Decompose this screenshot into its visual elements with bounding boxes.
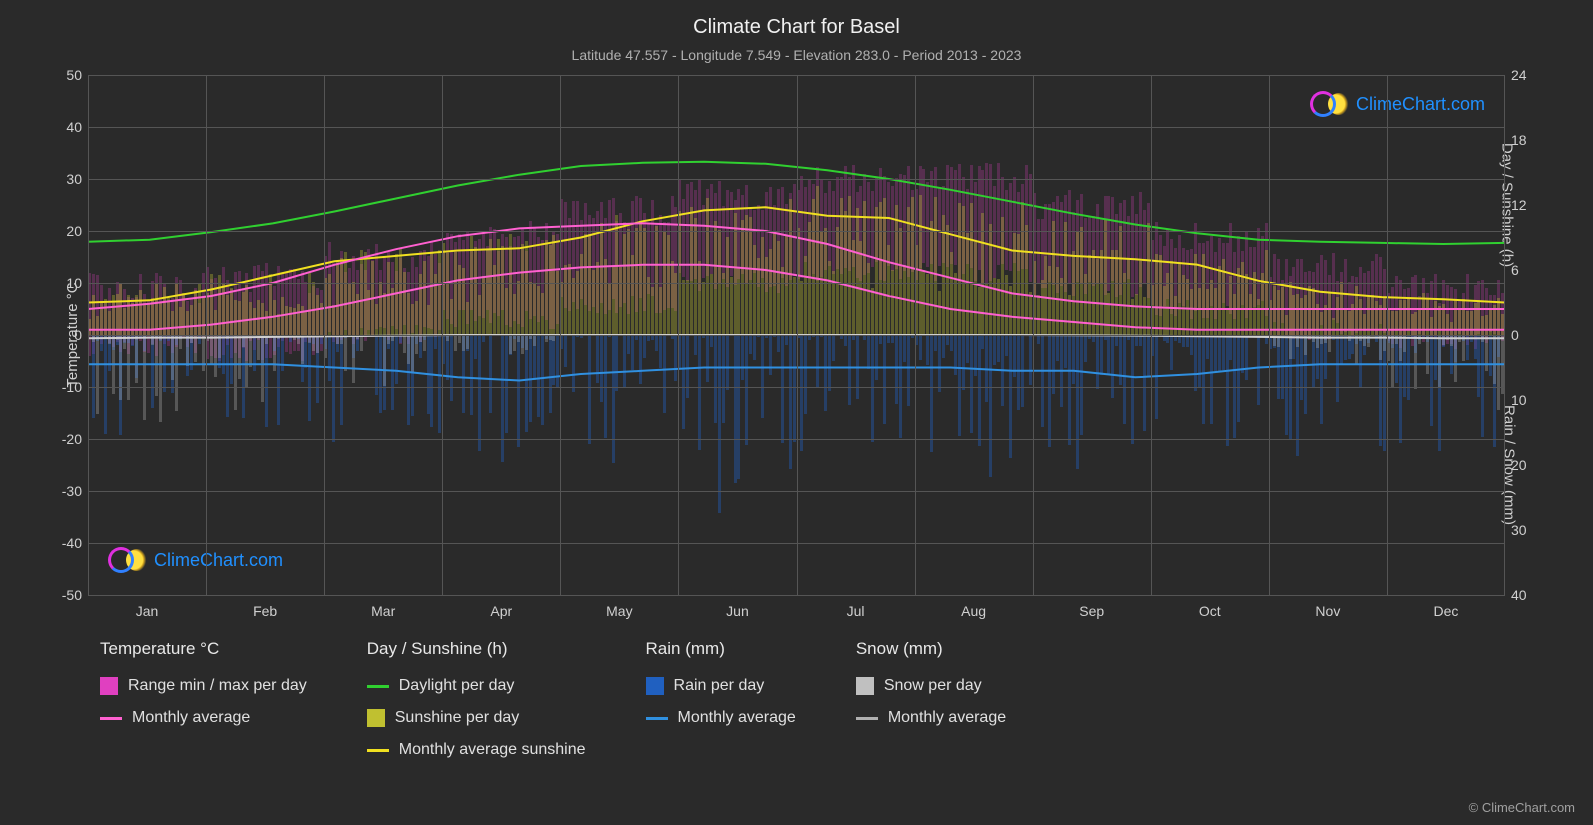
x-tick-month: Apr (490, 603, 512, 619)
legend-swatch (367, 709, 385, 727)
y-tick-left: -40 (48, 535, 82, 551)
legend-swatch (646, 677, 664, 695)
chart-title: Climate Chart for Basel (10, 16, 1583, 39)
legend-swatch (367, 685, 389, 688)
chart-subtitle: Latitude 47.557 - Longitude 7.549 - Elev… (10, 47, 1583, 63)
x-tick-month: Nov (1315, 603, 1340, 619)
x-tick-month: Jul (847, 603, 865, 619)
legend-swatch (646, 717, 668, 720)
y-tick-left: -20 (48, 431, 82, 447)
x-tick-month: Feb (253, 603, 277, 619)
legend-header: Day / Sunshine (h) (367, 639, 586, 659)
y-tick-left: -50 (48, 587, 82, 603)
x-tick-month: Sep (1079, 603, 1104, 619)
x-tick-month: May (606, 603, 632, 619)
y-tick-right-top: 12 (1511, 197, 1539, 213)
grid-line-v (797, 75, 798, 595)
plot-area: Temperature °C Day / Sunshine (h) Rain /… (88, 75, 1505, 595)
grid-line-v (678, 75, 679, 595)
grid-line-v (1387, 75, 1388, 595)
legend-item: Monthly average (856, 709, 1006, 727)
legend-item: Snow per day (856, 677, 1006, 695)
y-tick-left: 50 (48, 67, 82, 83)
legend-header: Temperature °C (100, 639, 307, 659)
legend-label: Snow per day (884, 677, 982, 695)
x-tick-month: Aug (961, 603, 986, 619)
grid-line-v (1033, 75, 1034, 595)
y-tick-right-bottom: 20 (1511, 457, 1539, 473)
legend-col-rain: Rain (mm) Rain per day Monthly average (646, 639, 796, 759)
y-tick-right-bottom: 10 (1511, 392, 1539, 408)
y-tick-left: 10 (48, 275, 82, 291)
legend-label: Monthly average (678, 709, 796, 727)
legend-swatch (100, 677, 118, 695)
legend-label: Rain per day (674, 677, 765, 695)
grid-line-v (1269, 75, 1270, 595)
legend-col-snow: Snow (mm) Snow per day Monthly average (856, 639, 1006, 759)
legend-item: Monthly average (646, 709, 796, 727)
legend-item: Monthly average sunshine (367, 741, 586, 759)
grid-line-v (560, 75, 561, 595)
grid-line-v (442, 75, 443, 595)
legend-swatch (856, 717, 878, 720)
x-tick-month: Dec (1434, 603, 1459, 619)
grid-line-v (206, 75, 207, 595)
legend-item: Sunshine per day (367, 709, 586, 727)
x-tick-month: Oct (1199, 603, 1221, 619)
y-tick-right-top: 18 (1511, 132, 1539, 148)
y-tick-left: 30 (48, 171, 82, 187)
y-tick-left: -10 (48, 379, 82, 395)
legend-item: Range min / max per day (100, 677, 307, 695)
legend-label: Monthly average (888, 709, 1006, 727)
legend-label: Monthly average (132, 709, 250, 727)
copyright-text: © ClimeChart.com (1469, 800, 1575, 815)
grid-line-h (88, 595, 1505, 596)
x-tick-month: Jan (136, 603, 159, 619)
legend-item: Rain per day (646, 677, 796, 695)
legend-label: Daylight per day (399, 677, 515, 695)
grid-line-v (1151, 75, 1152, 595)
legend-swatch (856, 677, 874, 695)
legend-swatch (100, 717, 122, 720)
legend-label: Monthly average sunshine (399, 741, 586, 759)
legend-item: Daylight per day (367, 677, 586, 695)
legend-swatch (367, 749, 389, 752)
legend-label: Sunshine per day (395, 709, 520, 727)
grid-line-v (915, 75, 916, 595)
legend-col-temp: Temperature °C Range min / max per day Mon… (100, 639, 307, 759)
y-tick-left: -30 (48, 483, 82, 499)
y-tick-right-top: 24 (1511, 67, 1539, 83)
x-tick-month: Jun (726, 603, 749, 619)
y-tick-left: 40 (48, 119, 82, 135)
grid-line-v (324, 75, 325, 595)
y-tick-right-top: 6 (1511, 262, 1539, 278)
grid-line-v (88, 75, 89, 595)
legend: Temperature °C Range min / max per day Mon… (100, 639, 1583, 759)
y-tick-left: 20 (48, 223, 82, 239)
legend-col-day: Day / Sunshine (h) Daylight per day Sunshi… (367, 639, 586, 759)
y-tick-right-top: 0 (1511, 327, 1539, 343)
legend-item: Monthly average (100, 709, 307, 727)
legend-header: Snow (mm) (856, 639, 1006, 659)
y-tick-right-bottom: 30 (1511, 522, 1539, 538)
y-tick-left: 0 (48, 327, 82, 343)
chart-container: Climate Chart for Basel Latitude 47.557 … (0, 0, 1593, 825)
x-tick-month: Mar (371, 603, 395, 619)
y-tick-right-bottom: 40 (1511, 587, 1539, 603)
legend-label: Range min / max per day (128, 677, 307, 695)
legend-header: Rain (mm) (646, 639, 796, 659)
